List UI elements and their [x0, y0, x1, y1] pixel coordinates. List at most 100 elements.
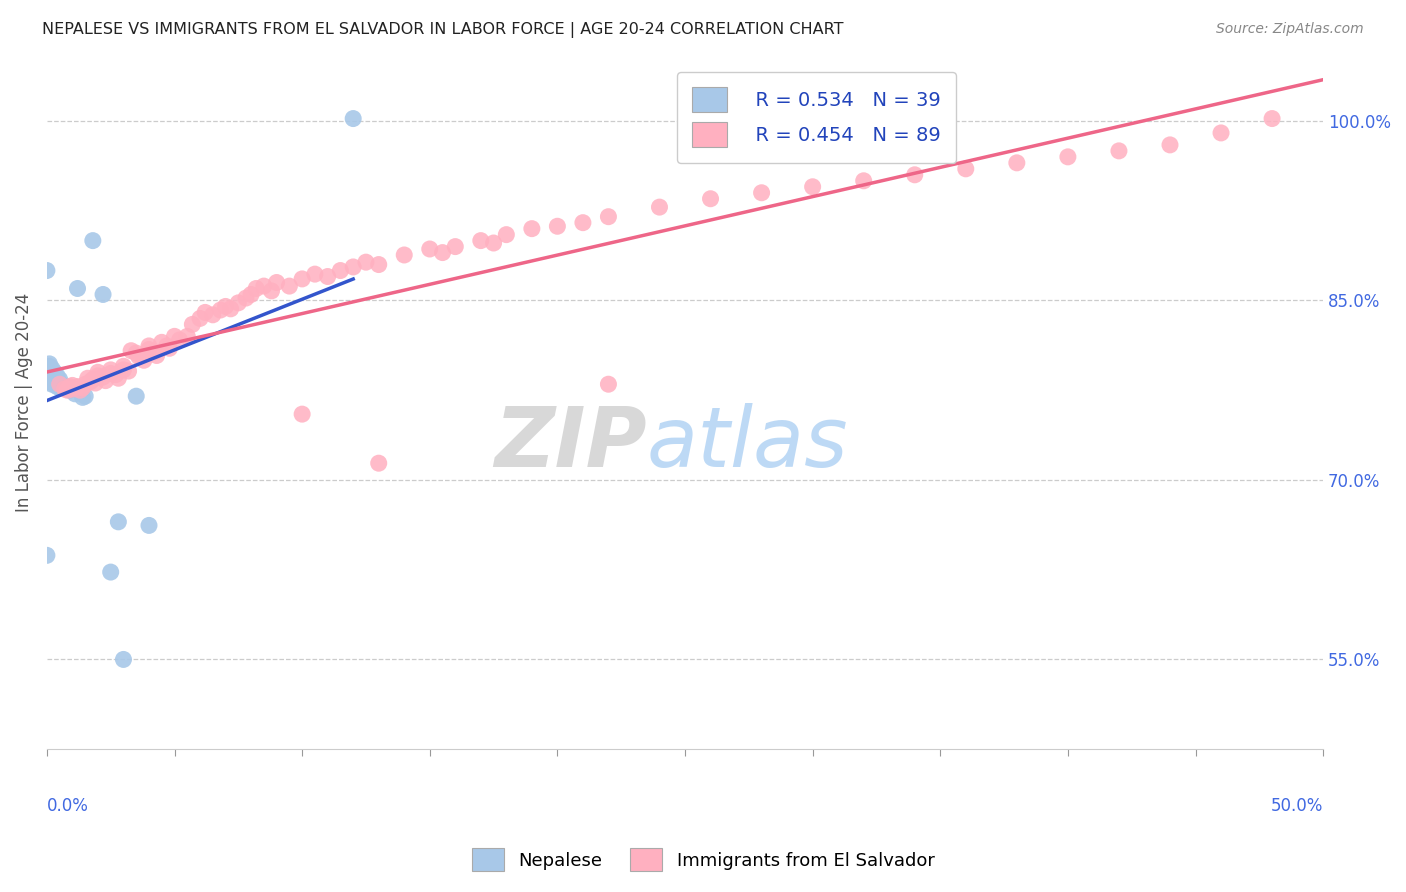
- Point: [235, 291, 257, 305]
- Point: [48, 376, 70, 390]
- Point: [48, 381, 70, 395]
- Text: atlas: atlas: [647, 403, 848, 484]
- Point: [955, 161, 977, 176]
- Point: [163, 329, 186, 343]
- Point: [316, 269, 339, 284]
- Point: [91, 370, 114, 384]
- Point: [41, 361, 63, 376]
- Point: [214, 300, 236, 314]
- Point: [125, 389, 148, 403]
- Point: [648, 200, 671, 214]
- Point: [38, 357, 60, 371]
- Point: [117, 364, 139, 378]
- Point: [176, 329, 198, 343]
- Legend: Nepalese, Immigrants from El Salvador: Nepalese, Immigrants from El Salvador: [464, 841, 942, 879]
- Point: [495, 227, 517, 242]
- Text: NEPALESE VS IMMIGRANTS FROM EL SALVADOR IN LABOR FORCE | AGE 20-24 CORRELATION C: NEPALESE VS IMMIGRANTS FROM EL SALVADOR …: [42, 22, 844, 38]
- Point: [470, 234, 492, 248]
- Point: [482, 235, 505, 250]
- Point: [260, 284, 283, 298]
- Point: [128, 350, 150, 364]
- Point: [53, 379, 76, 393]
- Point: [35, 365, 58, 379]
- Point: [432, 245, 454, 260]
- Point: [598, 210, 620, 224]
- Point: [63, 386, 86, 401]
- Point: [107, 371, 129, 385]
- Point: [1108, 144, 1130, 158]
- Point: [367, 456, 389, 470]
- Point: [1159, 137, 1181, 152]
- Point: [82, 234, 104, 248]
- Point: [66, 281, 89, 295]
- Point: [342, 112, 364, 126]
- Point: [87, 365, 110, 379]
- Point: [354, 255, 377, 269]
- Point: [520, 221, 543, 235]
- Point: [266, 276, 288, 290]
- Point: [138, 343, 160, 357]
- Point: [41, 370, 63, 384]
- Point: [87, 368, 110, 383]
- Point: [1005, 156, 1028, 170]
- Text: ZIP: ZIP: [494, 403, 647, 484]
- Text: 0.0%: 0.0%: [46, 797, 89, 815]
- Point: [120, 343, 142, 358]
- Point: [59, 383, 82, 397]
- Point: [444, 239, 467, 253]
- Point: [46, 368, 69, 383]
- Point: [194, 305, 217, 319]
- Point: [56, 383, 79, 397]
- Point: [91, 287, 114, 301]
- Point: [38, 359, 60, 374]
- Point: [1057, 150, 1080, 164]
- Point: [62, 382, 84, 396]
- Point: [53, 382, 76, 396]
- Point: [100, 367, 122, 381]
- Point: [76, 371, 98, 385]
- Point: [572, 216, 595, 230]
- Point: [53, 381, 76, 395]
- Point: [38, 375, 60, 389]
- Point: [546, 219, 568, 234]
- Point: [598, 377, 620, 392]
- Point: [82, 372, 104, 386]
- Point: [48, 372, 70, 386]
- Point: [342, 260, 364, 274]
- Point: [44, 371, 66, 385]
- Point: [72, 381, 94, 395]
- Point: [79, 375, 101, 389]
- Point: [69, 383, 91, 397]
- Point: [904, 168, 927, 182]
- Point: [201, 308, 224, 322]
- Point: [62, 382, 84, 396]
- Point: [291, 407, 314, 421]
- Point: [1209, 126, 1232, 140]
- Point: [44, 377, 66, 392]
- Point: [59, 379, 82, 393]
- Point: [48, 377, 70, 392]
- Point: [112, 363, 135, 377]
- Point: [46, 379, 69, 393]
- Point: [75, 389, 97, 403]
- Point: [145, 349, 167, 363]
- Point: [751, 186, 773, 200]
- Point: [278, 279, 301, 293]
- Point: [329, 263, 352, 277]
- Point: [143, 345, 166, 359]
- Point: [181, 318, 204, 332]
- Point: [35, 549, 58, 563]
- Point: [44, 365, 66, 379]
- Point: [41, 377, 63, 392]
- Point: [188, 311, 211, 326]
- Point: [150, 335, 173, 350]
- Point: [35, 374, 58, 388]
- Legend:   R = 0.534   N = 39,   R = 0.454   N = 89: R = 0.534 N = 39, R = 0.454 N = 89: [676, 71, 956, 162]
- Point: [304, 267, 326, 281]
- Point: [699, 192, 721, 206]
- Point: [51, 378, 73, 392]
- Point: [66, 379, 89, 393]
- Point: [394, 248, 416, 262]
- Y-axis label: In Labor Force | Age 20-24: In Labor Force | Age 20-24: [15, 293, 32, 512]
- Point: [245, 281, 267, 295]
